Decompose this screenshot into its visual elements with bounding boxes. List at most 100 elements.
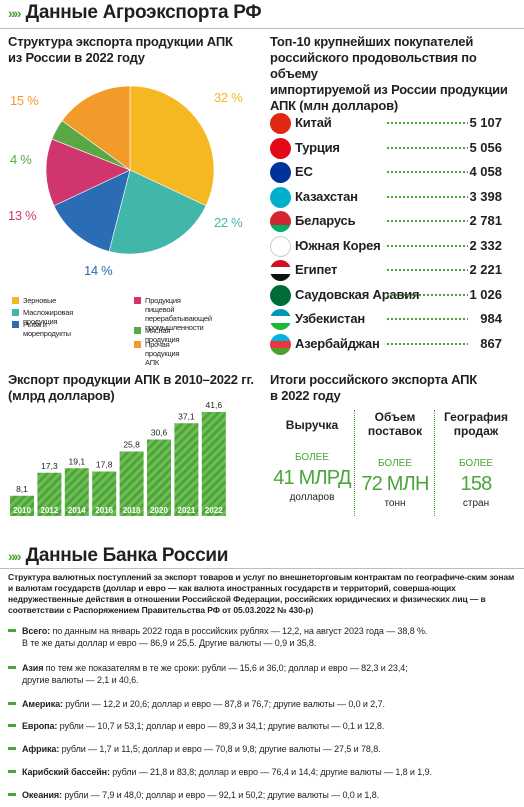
- country-value: 2 781: [469, 213, 502, 228]
- bullet-dash-icon: [8, 702, 16, 705]
- top10-row: Казахстан 3 398: [268, 186, 508, 210]
- region-label: Всего:: [22, 626, 51, 636]
- chevrons-icon: »»: [8, 5, 22, 21]
- dot-leader: [386, 194, 468, 199]
- bar-year-label: 2022: [205, 506, 223, 515]
- bar-value-label: 19,1: [69, 456, 86, 466]
- pie-slice-3: [45, 138, 131, 207]
- dot-leader: [386, 317, 468, 321]
- country-value: 5 056: [469, 139, 502, 155]
- result-volume: Объем поставок БОЛЕЕ 72 МЛН тонн: [361, 410, 429, 509]
- south-korea-flag-icon: [270, 235, 291, 257]
- region-values: другие валюты — 2,1 и 40,6.: [22, 675, 139, 685]
- region-values: рубли — 1,7 и 11,5; доллар и евро — 70,8…: [59, 744, 381, 754]
- dot-leader: [386, 341, 468, 346]
- results-title: Итоги российского экспорта АПК в 2022 го…: [270, 372, 477, 403]
- belarus-flag-icon: [270, 211, 291, 232]
- region-values: В те же даты доллар и евро — 86,9 и 25,5…: [22, 638, 317, 648]
- bar-value-label: 8,1: [16, 484, 28, 494]
- bar-year-label: 2021: [178, 506, 196, 515]
- country-name: ЕС: [295, 164, 313, 179]
- region-values: по данным на январь 2022 года в российск…: [50, 626, 428, 636]
- country-name: Турция: [295, 139, 340, 155]
- bar-2021: [174, 423, 199, 516]
- country-name: Китай: [295, 115, 332, 130]
- bullet-dash-icon: [8, 666, 16, 669]
- dot-leader: [386, 292, 468, 297]
- pie-chart: [45, 85, 215, 255]
- top10-row: Узбекистан 984: [268, 308, 508, 332]
- bank-row-text: Азия по тем же показателям в те же сроки…: [22, 662, 518, 686]
- bar-2016: [92, 471, 117, 516]
- kazakhstan-flag-icon: [270, 186, 291, 208]
- bank-intro: Структура валютных поступлений за экспор…: [8, 572, 515, 615]
- section-title: Данные Банка России: [25, 545, 229, 566]
- dot-leader: [386, 145, 468, 150]
- country-value: 4 058: [469, 164, 502, 179]
- dot-leader: [386, 268, 468, 272]
- bar-year-label: 2014: [68, 506, 86, 515]
- pie-label-other: 15 %: [10, 93, 39, 108]
- structure-title: Структура экспорта продукции АПК из Росс…: [8, 34, 233, 65]
- legend-swatch: [134, 341, 141, 348]
- country-value: 2 332: [469, 237, 502, 253]
- pie-slice-5: [61, 85, 131, 171]
- dot-leader: [386, 219, 468, 223]
- legend-swatch: [12, 297, 19, 304]
- region-label: Европа:: [22, 721, 58, 731]
- bank-row-text: Европа: рубли — 10,7 и 53,1; доллар и ев…: [22, 720, 518, 732]
- country-name: Египет: [295, 262, 338, 277]
- legend-swatch: [134, 327, 141, 334]
- bar-year-label: 2016: [95, 506, 113, 515]
- result-revenue: Выручка БОЛЕЕ 41 МЛРД долларов: [273, 418, 351, 503]
- top10-row: Южная Корея 2 332: [268, 235, 508, 259]
- pie-label-oil: 22 %: [214, 215, 243, 230]
- country-name: Беларусь: [295, 213, 356, 228]
- top10-row: Египет 2 221: [268, 259, 508, 283]
- country-name: Азербайджан: [295, 335, 380, 351]
- country-value: 2 221: [469, 262, 502, 277]
- top10-row: ЕС 4 058: [268, 161, 508, 185]
- region-label: Карибский бассейн:: [22, 767, 110, 777]
- section-heading-agroexport: »» Данные Агроэкспорта РФ: [8, 2, 262, 24]
- pie-label-food: 13 %: [8, 208, 37, 223]
- country-value: 3 398: [469, 188, 502, 204]
- pie-label-fish: 14 %: [84, 263, 113, 278]
- pie-slice-2: [53, 169, 131, 252]
- saudi-arabia-flag-icon: [270, 284, 291, 306]
- bar-2014: [64, 468, 89, 516]
- top10-row: Беларусь 2 781: [268, 210, 508, 234]
- bar-year-label: 2010: [13, 506, 31, 515]
- bank-row-text: Карибский бассейн: рубли — 21,8 и 83,8; …: [22, 766, 518, 778]
- country-name: Узбекистан: [295, 311, 366, 326]
- bar-2022: [201, 412, 226, 516]
- top10-row: Китай 5 107: [268, 112, 508, 136]
- bar-year-label: 2018: [123, 506, 141, 515]
- section-heading-bank: »» Данные Банка России: [8, 545, 228, 567]
- bullet-dash-icon: [8, 793, 16, 796]
- section-title: Данные Агроэкспорта РФ: [25, 2, 262, 23]
- bullet-dash-icon: [8, 629, 16, 632]
- azerbaijan-flag-icon: [270, 333, 291, 355]
- bar-value-label: 30,6: [151, 428, 168, 438]
- bank-row-text: Америка: рубли — 12,2 и 20,6; доллар и е…: [22, 698, 518, 710]
- bar-2018: [119, 451, 144, 516]
- region-values: рубли — 7,9 и 48,0; доллар и евро — 92,1…: [61, 790, 379, 800]
- bar-value-label: 25,8: [123, 440, 140, 450]
- divider: [0, 28, 524, 29]
- country-value: 867: [480, 335, 502, 351]
- export-chart-title: Экспорт продукции АПК в 2010–2022 гг. (м…: [8, 372, 254, 403]
- bar-value-label: 37,1: [178, 411, 195, 421]
- top10-row: Саудовская Аравия 1 026: [268, 284, 508, 308]
- legend-swatch: [12, 309, 19, 316]
- bank-row-text: Всего: по данным на январь 2022 года в р…: [22, 625, 518, 649]
- top10-row: Азербайджан 867: [268, 333, 508, 357]
- top10-title: Топ-10 крупнейших покупателей российског…: [270, 34, 508, 113]
- export-bar-chart: 8,1 2010 17,3 2012 19,1 2014 17,8 2016 25,8 2018 3…: [10, 400, 226, 516]
- pie-label-grain: 32 %: [214, 90, 243, 105]
- bar-2020: [147, 439, 171, 516]
- bullet-dash-icon: [8, 724, 16, 727]
- turkey-flag-icon: [270, 137, 291, 159]
- bullet-dash-icon: [8, 747, 16, 750]
- region-label: Океания:: [22, 790, 62, 800]
